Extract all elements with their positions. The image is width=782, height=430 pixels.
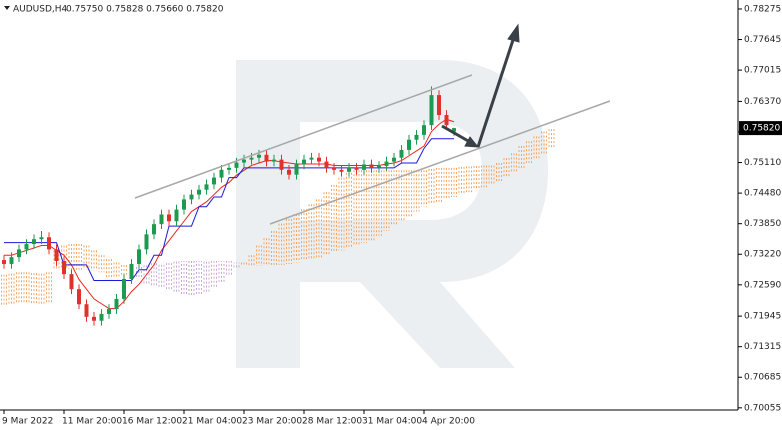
candle-body — [369, 164, 374, 168]
candle-body — [212, 177, 216, 185]
candle-body — [444, 114, 449, 126]
candles — [2, 86, 456, 326]
y-tick-label: 0.76370 — [744, 97, 781, 107]
candle-body — [437, 95, 441, 115]
candle-body — [114, 298, 119, 310]
y-tick-label: 0.74480 — [744, 189, 781, 199]
y-tick-label: 0.72590 — [744, 280, 781, 290]
y-tick-label: 0.77015 — [744, 66, 781, 76]
candle-body — [122, 278, 126, 299]
candle-body — [279, 159, 284, 170]
candle-body — [167, 214, 171, 222]
x-tick-label: 28 Mar 12:00 — [302, 417, 362, 427]
candle-body — [332, 167, 336, 170]
axes: 0.782750.776450.770150.763700.757400.751… — [2, 4, 782, 427]
candle-body — [62, 261, 66, 275]
candle-body — [317, 157, 321, 162]
x-tick-label: 11 Mar 20:00 — [62, 417, 122, 427]
candle-body — [227, 167, 231, 170]
candle-body — [362, 164, 366, 170]
y-tick-label: 0.73220 — [744, 250, 781, 260]
candle-body — [234, 162, 239, 168]
candle-body — [219, 169, 224, 178]
candle-body — [189, 194, 194, 200]
candle-body — [422, 125, 426, 135]
candle-body — [272, 159, 276, 162]
candle-body — [107, 309, 111, 314]
y-tick-label: 0.75110 — [744, 158, 781, 168]
candle-body — [69, 274, 74, 290]
candle-body — [84, 304, 89, 317]
candle-body — [384, 161, 389, 166]
candle-body — [287, 169, 291, 175]
candle-body — [152, 224, 156, 235]
candle-body — [339, 169, 344, 172]
price-marker — [739, 121, 782, 136]
candle-body — [309, 157, 314, 160]
candle-body — [92, 316, 96, 321]
y-tick-label: 0.77645 — [744, 35, 781, 45]
candle-body — [392, 157, 396, 162]
candle-body — [354, 167, 359, 170]
candle-body — [144, 234, 149, 250]
y-tick-label: 0.70685 — [744, 373, 781, 383]
candle-body — [324, 161, 329, 168]
candle-body — [264, 154, 269, 162]
candle-body — [174, 209, 179, 222]
x-tick-label: 31 Mar 04:00 — [362, 417, 422, 427]
menu-triangle — [4, 6, 10, 10]
candle-body — [347, 167, 351, 172]
candle-body — [9, 257, 14, 264]
candle-body — [182, 199, 186, 210]
candle-body — [159, 214, 164, 225]
candle-body — [302, 159, 306, 165]
x-tick-label: 23 Mar 20:00 — [242, 417, 302, 427]
y-tick-label: 0.71945 — [744, 312, 781, 322]
cloud — [1, 129, 555, 307]
candle-body — [39, 237, 44, 240]
candle-body — [32, 239, 36, 245]
candle-body — [99, 313, 104, 321]
price-label: 0.75820 — [743, 124, 780, 134]
y-tick-label: 0.73850 — [744, 219, 781, 229]
candle-body — [429, 95, 434, 126]
y-tick-label: 0.70055 — [744, 403, 781, 413]
x-tick-label: 16 Mar 12:00 — [122, 417, 182, 427]
chart-title: AUDUSD,H4 — [13, 5, 68, 15]
candle-body — [47, 237, 51, 250]
candle-body — [204, 184, 209, 190]
y-tick-label: 0.71315 — [744, 342, 781, 352]
x-tick-label: 9 Mar 2022 — [2, 417, 53, 427]
candle-body — [24, 244, 29, 250]
candle-body — [399, 149, 404, 158]
forecast-arrows — [441, 23, 520, 148]
candle-body — [407, 139, 411, 150]
candle-body — [249, 157, 254, 160]
candle-body — [197, 189, 201, 195]
candle-body — [414, 134, 419, 140]
candle-body — [129, 263, 134, 279]
candle-body — [2, 260, 6, 264]
y-tick-label: 0.78275 — [744, 4, 781, 14]
x-tick-label: 4 Apr 20:00 — [422, 417, 475, 427]
candle-body — [77, 289, 81, 305]
candle-body — [54, 249, 59, 262]
candle-body — [377, 165, 381, 168]
channel — [134, 74, 611, 225]
candle-body — [294, 164, 299, 175]
candle-body — [452, 128, 456, 132]
candle-body — [257, 154, 261, 158]
x-tick-label: 21 Mar 04:00 — [182, 417, 242, 427]
chart-subtitle: 0.75750 0.75828 0.75660 0.75820 — [66, 5, 224, 15]
candle-body — [242, 159, 246, 163]
candle-body — [17, 249, 21, 258]
candle-body — [137, 249, 141, 264]
